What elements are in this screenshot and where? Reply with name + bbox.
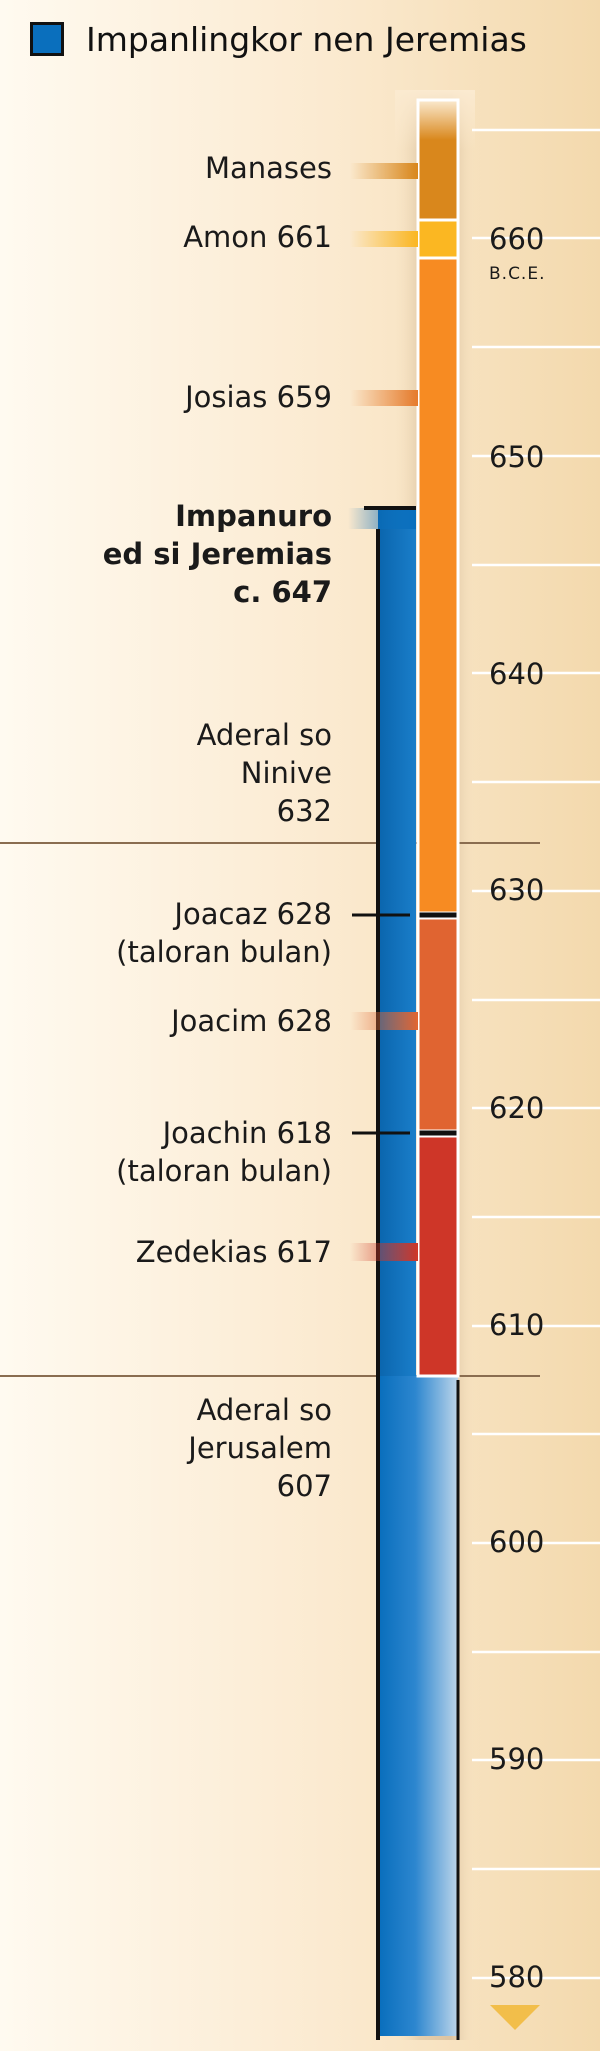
label-jerusalem-line-2: Jerusalem (188, 1431, 332, 1465)
axis-tick-640: 640 (489, 657, 545, 691)
manases-tab (350, 163, 418, 179)
zedekias-bar (418, 1136, 458, 1376)
amon-bar (418, 221, 458, 257)
josias-tab (350, 390, 418, 406)
label-manases: Manases (204, 151, 332, 185)
axis-tick-630: 630 (489, 873, 545, 907)
label-joachin-line-1: Joachin 618 (162, 1116, 332, 1150)
legend-label: Impanlingkor nen Jeremias (86, 19, 527, 59)
label-jerusalem-line-3: 607 (276, 1469, 332, 1503)
legend-swatch (30, 22, 64, 56)
label-joachin-line-2: (taloran bulan) (116, 1154, 332, 1188)
label-joacaz-line-2: (taloran bulan) (116, 935, 332, 969)
axis-era-label: B.C.E. (489, 264, 546, 284)
axis-tick-590: 590 (489, 1742, 545, 1776)
label-joacaz-line-1: Joacaz 628 (174, 897, 332, 931)
jeremiah-bar-fade (380, 1376, 458, 2036)
label-nineveh-line-3: 632 (276, 794, 332, 828)
axis-tick-580: 580 (489, 1960, 545, 1994)
reign-bars-outline (416, 98, 460, 1378)
legend: Impanlingkor nen Jeremias (30, 14, 527, 64)
label-jerusalem-line-1: Aderal so (196, 1393, 332, 1427)
axis-down-arrow (490, 2005, 540, 2030)
label-call-line-2: ed si Jeremias (102, 537, 332, 571)
label-joacim: Joacim 628 (171, 1004, 332, 1038)
joacim-tab (350, 1012, 418, 1030)
axis-tick-600: 600 (489, 1525, 545, 1559)
label-nineveh-line-2: Ninive (240, 756, 332, 790)
josias-bar (418, 258, 458, 912)
axis-tick-610: 610 (489, 1308, 545, 1342)
label-call-line-1: Impanuro (175, 499, 332, 533)
label-josias: Josias 659 (185, 380, 332, 414)
label-zedekias: Zedekias 617 (135, 1235, 332, 1269)
amon-tab (350, 231, 418, 247)
manases-bar-fade (418, 100, 458, 140)
label-nineveh-line-1: Aderal so (196, 718, 332, 752)
axis-tick-660: 660 (489, 222, 545, 256)
joacim-bar (418, 918, 458, 1130)
axis-tick-650: 650 (489, 440, 545, 474)
jeremiah-start-tab (348, 508, 416, 529)
zedekias-tab (350, 1243, 418, 1261)
axis-gridlines (472, 128, 600, 1980)
axis-tick-620: 620 (489, 1091, 545, 1125)
label-amon: Amon 661 (183, 220, 332, 254)
label-call-line-3: c. 647 (233, 575, 332, 609)
